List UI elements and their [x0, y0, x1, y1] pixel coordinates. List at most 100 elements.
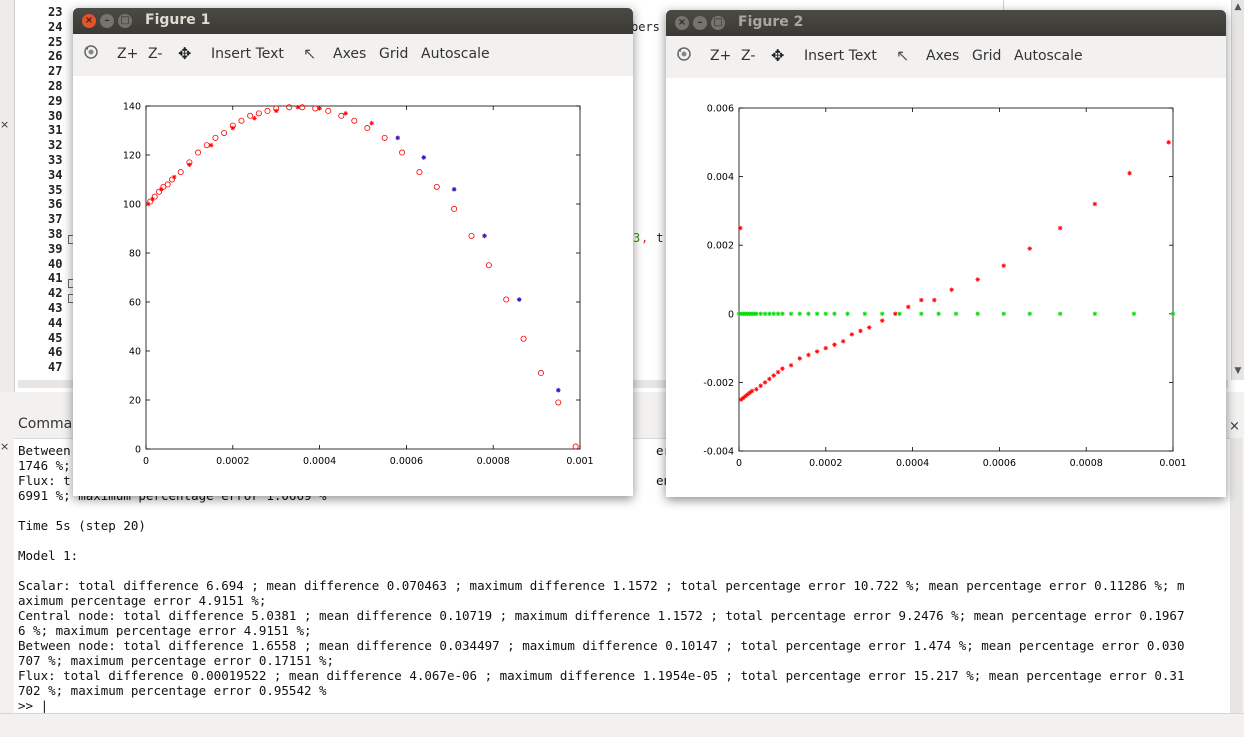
data-point-star	[556, 388, 561, 393]
pan-icon[interactable]: ✥	[178, 44, 191, 63]
command-window-close-icon[interactable]: ×	[1229, 419, 1240, 434]
data-point-circle	[486, 263, 491, 268]
axes-button[interactable]: Axes	[926, 48, 959, 64]
data-point-star	[452, 187, 457, 192]
output-line: Scalar: total difference 6.694 ; mean di…	[18, 578, 1184, 593]
autoscale-button[interactable]: Autoscale	[1014, 48, 1083, 64]
y-tick-label: 0.006	[707, 104, 734, 115]
figure-2-titlebar[interactable]: × – □ Figure 2	[666, 10, 1226, 36]
pan-icon[interactable]: ✥	[771, 46, 784, 65]
figure-1-title: Figure 1	[145, 12, 210, 28]
x-tick-label: 0.0002	[809, 458, 842, 469]
data-point-star	[867, 325, 872, 330]
data-point-star	[754, 387, 759, 392]
output-line: Time 5s (step 20)	[18, 518, 146, 533]
line-number: 29	[48, 94, 62, 108]
y-tick-label: 0.002	[707, 241, 734, 252]
dock-close-icon[interactable]: ×	[0, 118, 9, 131]
maximize-icon[interactable]: □	[118, 14, 132, 28]
data-point-star	[1166, 140, 1171, 145]
data-point-star	[845, 312, 850, 317]
data-point-star	[841, 339, 846, 344]
command-window-scrollbar[interactable]	[1230, 438, 1242, 713]
data-point-star	[1027, 312, 1032, 317]
pointer-icon[interactable]: ↖	[896, 46, 909, 65]
data-point-star	[880, 318, 885, 323]
zoom-out-button[interactable]: Z-	[741, 48, 755, 64]
y-tick-label: 120	[123, 151, 141, 162]
data-point-star	[274, 109, 279, 114]
data-point-star	[776, 312, 781, 317]
data-point-circle	[339, 113, 344, 118]
autoscale-button[interactable]: Autoscale	[421, 46, 490, 62]
minimize-icon[interactable]: –	[100, 14, 114, 28]
zoom-in-button[interactable]: Z+	[710, 48, 731, 64]
command-prompt[interactable]: >> |	[18, 698, 48, 713]
output-line: Central node: total difference 5.0381 ; …	[18, 608, 1184, 623]
y-tick-label: 20	[129, 396, 141, 407]
data-point-star	[1093, 312, 1098, 317]
scroll-down-icon[interactable]: ▼	[1233, 366, 1243, 376]
zoom-out-button[interactable]: Z-	[148, 46, 162, 62]
data-point-star	[517, 297, 522, 302]
data-point-star	[832, 312, 837, 317]
figure-2-chart: 0 0.0002 0.0004 0.0006 0.0008 0.001-0.004-0.0…	[666, 78, 1226, 497]
rotate-icon[interactable]	[676, 46, 692, 66]
figure-2-plot-area[interactable]: 0 0.0002 0.0004 0.0006 0.0008 0.001 -0.004 -0.0…	[666, 78, 1226, 497]
data-point-circle	[417, 170, 422, 175]
editor-vertical-scrollbar[interactable]: ▲ ▼	[1231, 0, 1244, 380]
x-tick-label: 0.001	[1159, 458, 1186, 469]
grid-button[interactable]: Grid	[972, 48, 1001, 64]
data-point-circle	[382, 135, 387, 140]
dock-close-icon[interactable]: ×	[0, 440, 9, 453]
data-point-circle	[521, 336, 526, 341]
line-number: 28	[48, 79, 62, 93]
pointer-icon[interactable]: ↖	[303, 44, 316, 63]
x-tick-label: 0.0004	[303, 456, 336, 467]
figure-1-titlebar[interactable]: × – □ Figure 1	[73, 8, 633, 34]
x-tick-label: 0.0004	[896, 458, 929, 469]
data-point-star	[738, 226, 743, 231]
data-point-star	[1093, 202, 1098, 207]
data-point-star	[763, 312, 768, 317]
line-number: 37	[48, 212, 62, 226]
line-number: 34	[48, 168, 62, 182]
data-point-star	[893, 312, 898, 317]
scroll-up-icon[interactable]: ▲	[1233, 2, 1243, 12]
figure-1-plot-area[interactable]: 0 0.0002 0.0004 0.0006 0.0008 0.001 0 20 40 60 80 1…	[73, 76, 633, 496]
line-number: 35	[48, 183, 62, 197]
data-point-circle	[165, 182, 170, 187]
data-point-star	[780, 366, 785, 371]
axes-button[interactable]: Axes	[333, 46, 366, 62]
line-number: 25	[48, 35, 62, 49]
data-point-star	[850, 332, 855, 337]
data-point-star	[815, 349, 820, 354]
data-point-star	[395, 136, 400, 141]
rotate-icon[interactable]	[83, 44, 99, 64]
figure-2-window[interactable]: × – □ Figure 2 Z+ Z- ✥ Insert Text ↖ Axe…	[666, 10, 1226, 497]
x-tick-label: 0	[143, 456, 149, 467]
data-point-star	[975, 277, 980, 282]
data-point-circle	[434, 184, 439, 189]
zoom-in-button[interactable]: Z+	[117, 46, 138, 62]
close-icon[interactable]: ×	[82, 14, 96, 28]
close-icon[interactable]: ×	[675, 16, 689, 30]
code-fragment-comma: ,	[641, 231, 648, 245]
output-line: Between node: total difference 1.6558 ; …	[18, 638, 1184, 653]
data-point-star	[1058, 226, 1063, 231]
line-number: 43	[48, 301, 62, 315]
data-point-star	[789, 312, 794, 317]
grid-button[interactable]: Grid	[379, 46, 408, 62]
data-point-star	[832, 342, 837, 347]
insert-text-button[interactable]: Insert Text	[211, 46, 284, 62]
insert-text-button[interactable]: Insert Text	[804, 48, 877, 64]
data-point-star	[824, 346, 829, 351]
maximize-icon[interactable]: □	[711, 16, 725, 30]
data-point-star	[758, 384, 763, 389]
figure-1-window[interactable]: × – □ Figure 1 Z+ Z- ✥ Insert Text ↖ Axe…	[73, 8, 633, 496]
line-number: 47	[48, 360, 62, 374]
data-point-star	[932, 298, 937, 303]
minimize-icon[interactable]: –	[693, 16, 707, 30]
code-fragment: bers	[631, 20, 660, 34]
y-tick-label: 80	[129, 249, 141, 260]
